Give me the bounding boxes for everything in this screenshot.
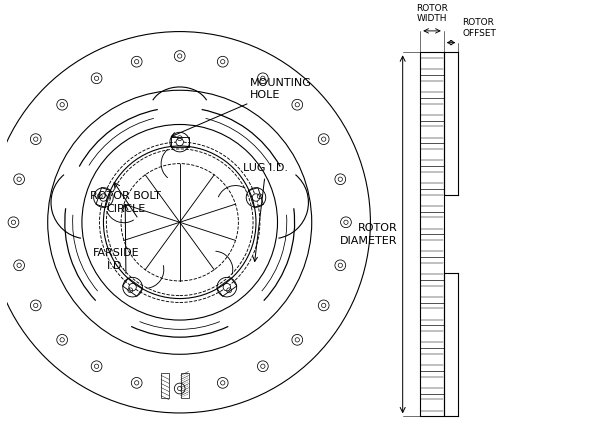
Circle shape: [134, 59, 139, 64]
Circle shape: [223, 284, 230, 291]
Text: MOUNTING
HOLE: MOUNTING HOLE: [172, 78, 312, 137]
Text: ROTOR BOLT
CIRCLE: ROTOR BOLT CIRCLE: [91, 191, 161, 214]
Circle shape: [94, 76, 99, 81]
Text: LUG I.D.: LUG I.D.: [243, 163, 288, 261]
Circle shape: [129, 284, 136, 291]
Circle shape: [322, 303, 326, 307]
Text: ROTOR
DIAMETER: ROTOR DIAMETER: [340, 223, 398, 246]
Text: ROTOR
OFFSET: ROTOR OFFSET: [463, 18, 496, 38]
Circle shape: [17, 263, 21, 268]
Circle shape: [338, 177, 343, 181]
Circle shape: [295, 103, 299, 107]
Circle shape: [344, 220, 348, 225]
Circle shape: [100, 194, 107, 201]
Circle shape: [260, 76, 265, 81]
Circle shape: [260, 364, 265, 369]
Circle shape: [94, 364, 99, 369]
Circle shape: [295, 338, 299, 342]
Circle shape: [221, 381, 225, 385]
Circle shape: [17, 177, 21, 181]
Circle shape: [322, 137, 326, 141]
Circle shape: [252, 194, 260, 201]
Circle shape: [134, 381, 139, 385]
Circle shape: [34, 303, 38, 307]
Bar: [420, 52, 444, 416]
Circle shape: [176, 138, 184, 146]
Circle shape: [338, 263, 343, 268]
Text: ROTOR
WIDTH: ROTOR WIDTH: [416, 4, 448, 23]
Circle shape: [60, 338, 64, 342]
Text: FARSIDE
I.D.: FARSIDE I.D.: [93, 248, 139, 271]
Circle shape: [178, 54, 182, 58]
Circle shape: [221, 59, 225, 64]
Circle shape: [34, 137, 38, 141]
Bar: [181, 373, 188, 398]
Circle shape: [11, 220, 16, 225]
Circle shape: [60, 103, 64, 107]
Circle shape: [178, 386, 182, 391]
Bar: [161, 373, 169, 398]
